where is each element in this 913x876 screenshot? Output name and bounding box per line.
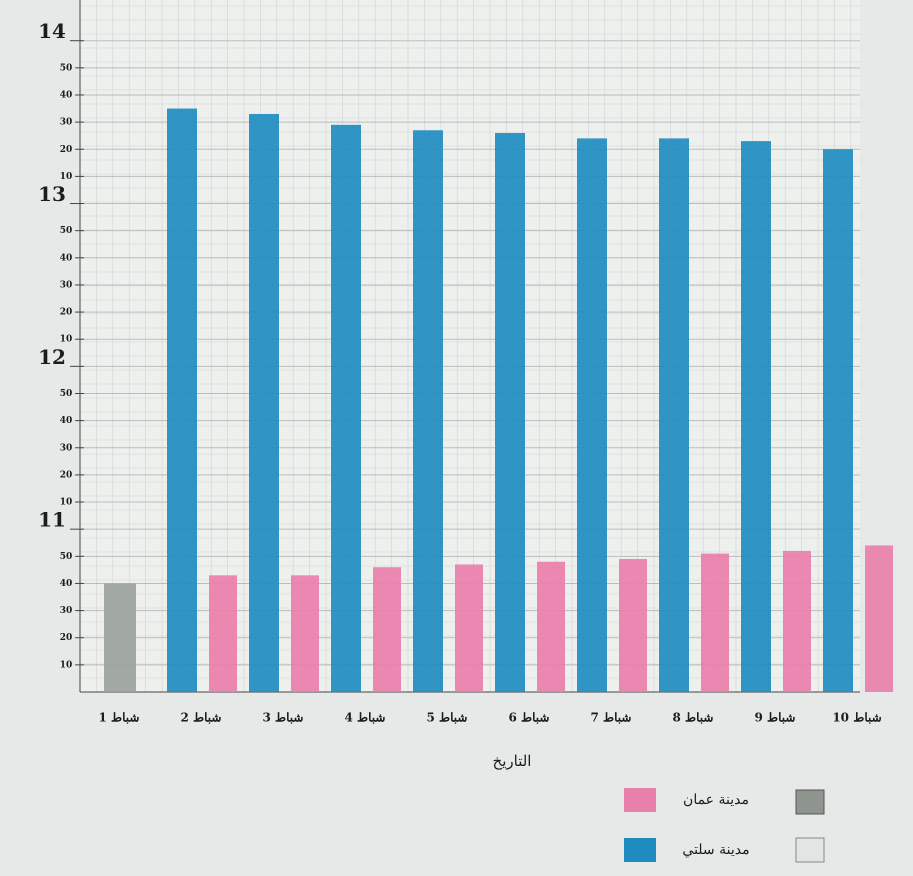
x-tick-label: 5 شباط — [427, 711, 468, 725]
x-tick-label: 3 شباط — [263, 711, 304, 725]
y-tick-label: 11 — [38, 508, 66, 532]
y-tick-label: 30 — [60, 443, 73, 453]
y-tick-label: 50 — [60, 63, 73, 73]
y-tick-label: 40 — [60, 253, 73, 263]
x-tick-label: 2 شباط — [181, 711, 222, 725]
bar — [331, 124, 361, 693]
y-tick-label: 40 — [60, 90, 73, 100]
y-tick-label: 10 — [60, 335, 73, 345]
legend-box — [795, 789, 825, 815]
x-tick-label: 6 شباط — [509, 711, 550, 725]
bar — [104, 583, 136, 692]
y-tick-label: 30 — [60, 118, 73, 128]
y-tick-label: 50 — [60, 389, 73, 399]
legend-label: مدينة سلتي — [682, 842, 749, 858]
y-tick-label: 30 — [60, 606, 73, 616]
x-tick-label: 10 شباط — [832, 711, 881, 725]
y-tick-label: 40 — [60, 579, 73, 589]
bar — [455, 564, 483, 692]
bar — [783, 550, 811, 692]
x-tick-label: 1 شباط — [99, 711, 140, 725]
bar — [413, 130, 443, 693]
bar — [701, 553, 729, 692]
bar — [495, 132, 525, 693]
bar — [577, 138, 607, 692]
bar — [823, 149, 853, 693]
x-axis-title: التاريخ — [493, 752, 532, 770]
bar — [865, 545, 893, 692]
x-tick-label: 7 شباط — [591, 711, 632, 725]
legend-swatch — [624, 788, 656, 812]
bar — [619, 559, 647, 692]
legend-box — [795, 837, 825, 863]
bar — [537, 561, 565, 692]
chart-layer: 1020304050111020304050121020304050131020… — [38, 0, 893, 725]
legend-swatch — [624, 838, 656, 862]
bar — [659, 138, 689, 692]
y-tick-label: 13 — [38, 182, 66, 206]
bar — [167, 108, 197, 693]
bar — [291, 575, 319, 692]
y-tick-label: 40 — [60, 416, 73, 426]
y-tick-label: 20 — [60, 470, 73, 480]
y-tick-label: 20 — [60, 145, 73, 155]
x-tick-label: 8 شباط — [673, 711, 714, 725]
y-tick-label: 14 — [38, 19, 66, 43]
y-tick-label: 12 — [38, 345, 66, 369]
x-tick-label: 9 شباط — [755, 711, 796, 725]
y-tick-label: 20 — [60, 633, 73, 643]
y-tick-label: 50 — [60, 226, 73, 236]
x-tick-label: 4 شباط — [345, 711, 386, 725]
y-tick-label: 30 — [60, 280, 73, 290]
bar — [373, 567, 401, 692]
bar — [249, 113, 279, 693]
y-tick-label: 10 — [60, 660, 73, 670]
y-tick-label: 50 — [60, 552, 73, 562]
legend-label: مدينة عمان — [683, 792, 749, 808]
y-tick-label: 10 — [60, 498, 73, 508]
y-tick-label: 20 — [60, 308, 73, 318]
bar — [209, 575, 237, 692]
y-tick-label: 10 — [60, 172, 73, 182]
bar — [741, 141, 771, 693]
